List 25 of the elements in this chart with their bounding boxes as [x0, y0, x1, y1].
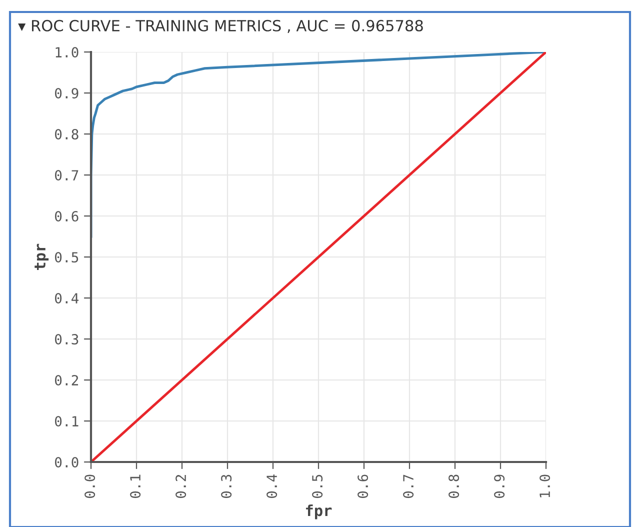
chart-title: ▾ ROC CURVE - TRAINING METRICS , AUC = 0.965788: [18, 20, 423, 33]
x-axis-title: fpr: [306, 504, 332, 520]
x-tick-label: 0.0: [84, 474, 96, 498]
x-tick-label: 1.0: [540, 474, 550, 498]
y-tick-label: 1.0: [56, 47, 78, 58]
x-tick-label: 0.4: [266, 474, 278, 498]
x-tick-label: 0.2: [176, 474, 186, 498]
y-axis-title: tpr: [34, 244, 49, 270]
y-tick-label: 0.2: [55, 375, 78, 386]
x-tick-label: 0.6: [358, 474, 368, 498]
x-tick-label: 0.9: [494, 474, 505, 498]
y-tick-label: 0.8: [55, 129, 78, 140]
x-tick-label: 0.5: [312, 474, 323, 498]
y-tick-label: 0.3: [55, 334, 78, 345]
x-tick-label: 0.7: [403, 474, 414, 498]
x-tick-label: 0.1: [130, 474, 141, 498]
y-tick-label: 0.1: [55, 416, 78, 427]
y-tick-label: 0.0: [55, 457, 78, 468]
y-tick-label: 0.4: [55, 293, 79, 304]
y-tick-label: 0.5: [55, 252, 78, 263]
y-tick-label: 0.6: [55, 211, 78, 222]
x-tick-label: 0.8: [448, 474, 460, 498]
y-tick-label: 0.7: [55, 170, 78, 181]
y-tick-label: 0.9: [55, 88, 78, 99]
x-tick-label: 0.3: [221, 474, 232, 498]
